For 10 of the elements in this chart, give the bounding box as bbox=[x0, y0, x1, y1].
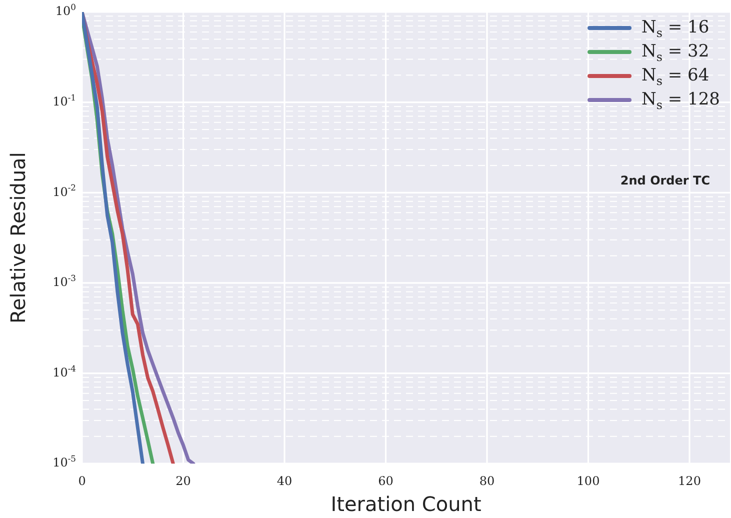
x-tick-label: 0 bbox=[78, 474, 86, 488]
y-axis-title: Relative Residual bbox=[6, 152, 30, 324]
x-tick-label: 40 bbox=[276, 474, 292, 488]
x-tick-label: 20 bbox=[176, 474, 191, 488]
x-tick-label: 100 bbox=[576, 474, 600, 488]
x-tick-label: 60 bbox=[378, 474, 394, 488]
x-tick-label: 80 bbox=[479, 474, 495, 488]
x-axis-title: Iteration Count bbox=[330, 492, 482, 516]
x-tick-label: 120 bbox=[678, 474, 701, 488]
annotation: 2nd Order TC bbox=[620, 173, 710, 188]
